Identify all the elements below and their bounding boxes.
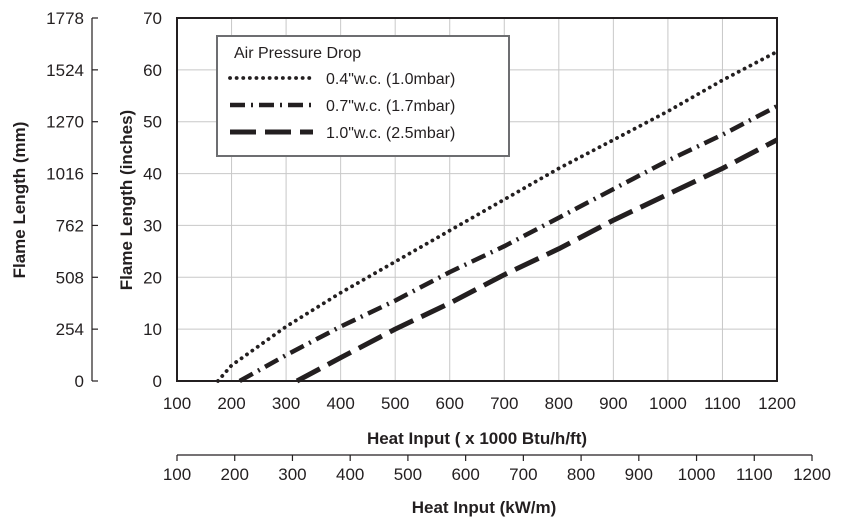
y-left-axis-title: Flame Length (mm)	[10, 122, 29, 279]
x-kw-tick-label: 800	[567, 465, 595, 484]
x-kw-tick-label: 300	[278, 465, 306, 484]
y-mm-tick-label: 1778	[46, 9, 84, 28]
x-top-tick-label: 100	[163, 394, 191, 413]
x-kw-tick-label: 1000	[678, 465, 716, 484]
y-inches-tick-label: 10	[143, 320, 162, 339]
legend-box	[216, 35, 510, 157]
y-mm-tick-label: 1524	[46, 61, 84, 80]
x-top-tick-label: 1100	[704, 394, 741, 413]
y-inches-tick-label: 60	[143, 61, 162, 80]
y-inches-tick-label: 0	[153, 372, 162, 391]
x-top-axis-title: Heat Input ( x 1000 Btu/h/ft)	[367, 429, 587, 448]
y-mm-tick-label: 254	[56, 320, 84, 339]
plot-frame	[176, 17, 778, 382]
x-top-tick-label: 900	[599, 394, 627, 413]
series-line-2	[238, 104, 779, 383]
x-kw-tick-label: 400	[336, 465, 364, 484]
x-kw-tick-label: 600	[451, 465, 479, 484]
legend-title: Air Pressure Drop	[234, 45, 361, 62]
x-kw-tick-label: 700	[509, 465, 537, 484]
y-right-axis-title: Flame Length (inches)	[117, 110, 136, 290]
x-top-tick-label: 500	[381, 394, 409, 413]
x-top-tick-label: 300	[272, 394, 300, 413]
series-line-1	[215, 49, 779, 383]
y-mm-tick-label: 1016	[46, 165, 84, 184]
y-mm-tick-label: 1270	[46, 113, 84, 132]
y-mm-tick-label: 508	[56, 268, 84, 287]
series-lines	[215, 49, 779, 384]
y-mm-tick-label: 762	[56, 216, 84, 235]
legend-items: 0.4"w.c. (1.0mbar) 0.7"w.c. (1.7mbar) 1.0"…	[228, 71, 455, 142]
y-inches-tick-label: 30	[143, 216, 162, 235]
x-top-tick-label: 1000	[649, 394, 687, 413]
x-kw-tick-label: 1200	[793, 465, 831, 484]
x-top-tick-label: 800	[545, 394, 573, 413]
x-bottom-axis-title: Heat Input (kW/m)	[412, 498, 557, 517]
series-line-3	[295, 137, 779, 384]
y-inches-tick-label: 40	[143, 165, 162, 184]
x-top-tick-label: 600	[436, 394, 464, 413]
x-kw-tick-label: 500	[394, 465, 422, 484]
y-inches-tick-label: 50	[143, 113, 162, 132]
tick-labels: 100 200 300 400 500 600 700 800 900 1000 1100 12000…	[46, 9, 831, 484]
x-top-tick-label: 700	[490, 394, 518, 413]
legend: Air Pressure Drop 0.4"w.c. (1.0mbar) 0.7"…	[216, 35, 510, 157]
legend-label-2: 0.7"w.c. (1.7mbar)	[326, 98, 455, 115]
x-top-tick-label: 200	[217, 394, 245, 413]
y-inches-tick-label: 70	[143, 9, 162, 28]
x-kw-tick-label: 900	[625, 465, 653, 484]
y-mm-tick-label: 0	[75, 372, 84, 391]
x-kw-tick-label: 1100	[736, 465, 773, 484]
y-inches-tick-label: 20	[143, 268, 162, 287]
legend-label-1: 0.4"w.c. (1.0mbar)	[326, 71, 455, 88]
x-top-tick-label: 400	[326, 394, 354, 413]
legend-label-3: 1.0"w.c. (2.5mbar)	[326, 125, 455, 142]
x-top-tick-label: 1200	[758, 394, 796, 413]
x-kw-tick-label: 100	[163, 465, 191, 484]
x-kw-tick-label: 200	[221, 465, 249, 484]
